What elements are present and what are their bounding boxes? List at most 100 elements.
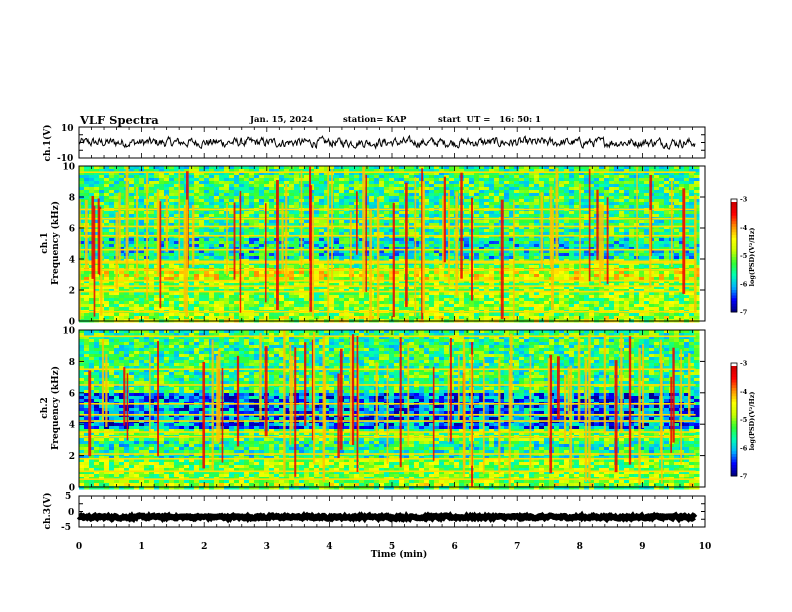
ch1-psd-cell (309, 178, 315, 182)
ch1-psd-cell (439, 178, 445, 182)
ch1-psd-cell (444, 214, 450, 218)
ch1-psd-cell (199, 226, 205, 230)
ch1-psd-cell (254, 223, 260, 227)
ch1-psd-cell (539, 271, 545, 275)
ch1-psd-cell (509, 166, 515, 170)
ch1-psd-cell (654, 199, 660, 203)
ch1-psd-cell (479, 196, 485, 200)
ch1-psd-cell (644, 202, 650, 206)
ch1-psd-cell (529, 238, 535, 242)
ch1-psd-cell (524, 256, 530, 260)
ch1-psd-cell (219, 241, 225, 245)
ch1-psd-cell (529, 175, 535, 179)
ch1-psd-cell (429, 175, 435, 179)
ch1-psd-cell (94, 190, 100, 194)
ch1-psd-cell (249, 223, 255, 227)
ch1-psd-cell (244, 265, 250, 269)
ch1-psd-cell (244, 193, 250, 197)
ch1-psd-cell (204, 226, 210, 230)
ch1-psd-cell (229, 229, 235, 233)
ch1-psd-cell (189, 172, 195, 176)
ch1-psd-cell (229, 250, 235, 254)
ch1-psd-cell (509, 196, 515, 200)
ch1-psd-cell (664, 172, 670, 176)
ch1-psd-cell (254, 271, 260, 275)
ch1-psd-cell (579, 184, 585, 188)
ch1-psd-cell (614, 190, 620, 194)
ch1-psd-cell (79, 238, 85, 242)
ch1-psd-cell (599, 199, 605, 203)
ch1-psd-cell (664, 256, 670, 260)
ch1-psd-cell (409, 277, 415, 281)
ch1-psd-cell (244, 181, 250, 185)
ch1-psd-cell (394, 175, 400, 179)
ch1-psd-cell (434, 250, 440, 254)
ch1-psd-cell (674, 271, 680, 275)
ch1-psd-cell (229, 199, 235, 203)
ch1-psd-cell (359, 283, 365, 287)
ch1-psd-cell (694, 280, 700, 284)
ch1-psd-cell (374, 202, 380, 206)
ch1-psd-cell (254, 241, 260, 245)
ch1-psd-cell (574, 244, 580, 248)
ch1-psd-cell (194, 238, 200, 242)
ch1-psd-cell (159, 202, 165, 206)
ch1-psd-cell (599, 172, 605, 176)
ch1-psd-cell (559, 226, 565, 230)
ch1-psd-cell (249, 181, 255, 185)
ch1-psd-cell (394, 241, 400, 245)
ch1-psd-cell (179, 265, 185, 269)
ch1-psd-cell (304, 232, 310, 236)
ch1-psd-cell (369, 172, 375, 176)
ch1-psd-cell (509, 247, 515, 251)
ch1-psd-cell (659, 277, 665, 281)
ch1-psd-cell (474, 250, 480, 254)
ch1-psd-cell (189, 235, 195, 239)
ch1-psd-cell (214, 205, 220, 209)
ch1-psd-cell (139, 226, 145, 230)
ch1-psd-cell (139, 196, 145, 200)
ch1-psd-cell (609, 238, 615, 242)
ch1-psd-cell (674, 175, 680, 179)
ch1-psd-cell (639, 244, 645, 248)
ch1-psd-cell (684, 178, 690, 182)
ch1-psd-cell (289, 226, 295, 230)
ch1-psd-cell (229, 247, 235, 251)
ch1-psd-cell (499, 190, 505, 194)
ch1-psd-cell (109, 223, 115, 227)
ch1-psd-cell (524, 283, 530, 287)
ch1-psd-cell (624, 256, 630, 260)
ch1-psd-cell (339, 241, 345, 245)
ch1-psd-cell (474, 223, 480, 227)
ch1-psd-cell (84, 181, 90, 185)
ch1-psd-cell (304, 241, 310, 245)
ch1-psd-cell (324, 166, 330, 170)
ch1-psd-cell (264, 184, 270, 188)
ch1-psd-cell (414, 205, 420, 209)
ch1-psd-cell (179, 229, 185, 233)
ch1-psd-cell (169, 211, 175, 215)
ch1-psd-cell (179, 220, 185, 224)
ch1-psd-cell (269, 175, 275, 179)
ch1-psd-cell (484, 166, 490, 170)
ch1-psd-cell (314, 214, 320, 218)
ch1-psd-cell (319, 229, 325, 233)
ch1-psd-cell (169, 166, 175, 170)
ch1-psd-cell (669, 166, 675, 170)
ch1-psd-cell (574, 199, 580, 203)
ch1-psd-cell (149, 283, 155, 287)
ch1-psd-cell (379, 235, 385, 239)
ch1-psd-cell (279, 175, 285, 179)
ch1-psd-cell (544, 184, 550, 188)
ch1-psd-cell (359, 271, 365, 275)
ch1-psd-cell (349, 190, 355, 194)
ch1-psd-cell (449, 175, 455, 179)
ch1-psd-cell (529, 205, 535, 209)
ch1-psd-cell (234, 235, 240, 239)
ch1-psd-cell (544, 214, 550, 218)
ch1-psd-cell (614, 277, 620, 281)
ch1-psd-cell (574, 274, 580, 278)
ch1-psd-cell (589, 181, 595, 185)
ch1-psd-cell (434, 238, 440, 242)
ch1-psd-cell (234, 205, 240, 209)
